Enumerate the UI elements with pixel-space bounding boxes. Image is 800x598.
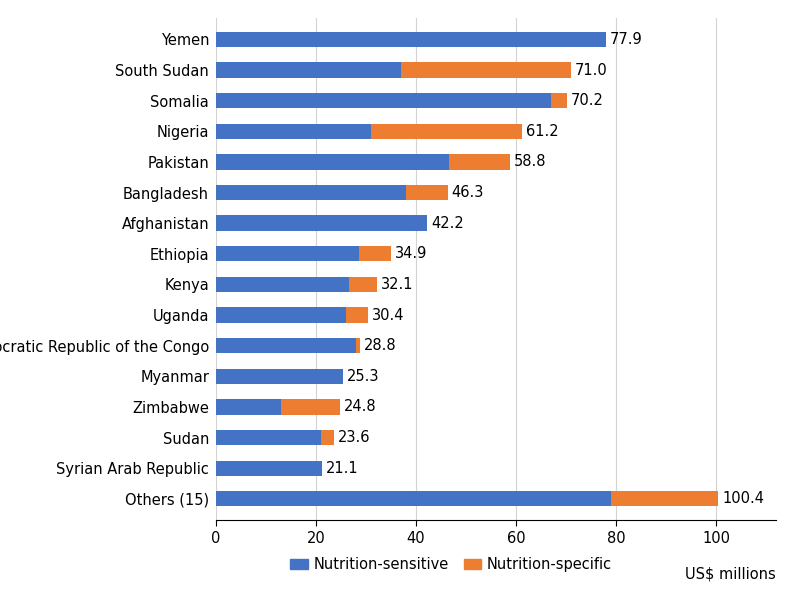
Bar	[406, 185, 447, 200]
Text: 32.1: 32.1	[381, 277, 413, 292]
Bar	[216, 399, 281, 414]
Text: US$ millions: US$ millions	[686, 566, 776, 581]
Bar	[356, 338, 360, 353]
Text: 24.8: 24.8	[344, 399, 377, 414]
Bar	[216, 32, 606, 47]
Text: 77.9: 77.9	[610, 32, 642, 47]
Bar	[346, 307, 368, 323]
Bar	[216, 338, 356, 353]
Bar	[216, 246, 358, 261]
Bar	[216, 277, 349, 292]
Text: 46.3: 46.3	[451, 185, 484, 200]
Bar	[216, 62, 401, 78]
Bar	[216, 185, 406, 200]
Text: 70.2: 70.2	[571, 93, 604, 108]
Text: 21.1: 21.1	[326, 460, 358, 475]
Bar	[216, 93, 551, 108]
Text: 58.8: 58.8	[514, 154, 546, 169]
Bar	[551, 93, 567, 108]
Bar	[216, 124, 371, 139]
Bar	[611, 491, 718, 507]
Bar	[358, 246, 390, 261]
Bar	[216, 368, 342, 384]
Bar	[281, 399, 340, 414]
Bar	[449, 154, 510, 170]
Bar	[216, 491, 611, 507]
Text: 100.4: 100.4	[722, 492, 764, 507]
Text: 28.8: 28.8	[364, 338, 397, 353]
Bar	[216, 215, 427, 231]
Legend: Nutrition-sensitive, Nutrition-specific: Nutrition-sensitive, Nutrition-specific	[285, 551, 618, 578]
Text: 25.3: 25.3	[346, 369, 379, 384]
Bar	[401, 62, 571, 78]
Text: 23.6: 23.6	[338, 430, 370, 445]
Text: 71.0: 71.0	[575, 63, 608, 78]
Bar	[349, 277, 377, 292]
Bar	[216, 460, 322, 476]
Text: 30.4: 30.4	[372, 307, 405, 322]
Bar	[216, 154, 449, 170]
Bar	[216, 430, 321, 446]
Text: 42.2: 42.2	[431, 216, 464, 231]
Bar	[371, 124, 522, 139]
Text: 34.9: 34.9	[394, 246, 427, 261]
Bar	[216, 307, 346, 323]
Bar	[321, 430, 334, 446]
Text: 61.2: 61.2	[526, 124, 558, 139]
